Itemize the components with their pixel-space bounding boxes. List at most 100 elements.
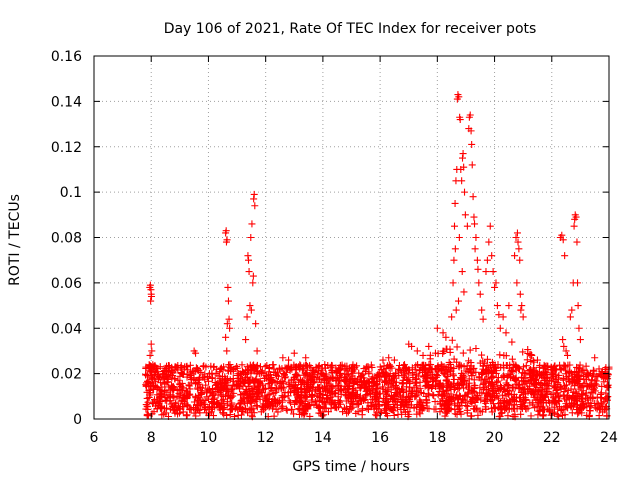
band-point bbox=[197, 383, 205, 391]
band-point bbox=[248, 405, 256, 413]
band-point bbox=[233, 381, 241, 389]
band-point bbox=[442, 365, 450, 373]
band-point bbox=[450, 379, 458, 387]
band-point bbox=[383, 412, 391, 420]
band-point bbox=[186, 372, 194, 380]
band-point bbox=[496, 406, 504, 414]
band-point bbox=[283, 406, 291, 414]
band-point bbox=[226, 411, 234, 419]
band-point bbox=[370, 395, 378, 403]
band-point bbox=[494, 377, 502, 385]
data-point bbox=[290, 349, 298, 357]
x-axis-label: GPS time / hours bbox=[292, 459, 409, 475]
band-point bbox=[153, 383, 161, 391]
band-point bbox=[165, 365, 173, 373]
data-point bbox=[576, 336, 584, 344]
band-point bbox=[236, 375, 244, 383]
data-point bbox=[458, 268, 466, 276]
data-point bbox=[413, 347, 421, 355]
band-point bbox=[219, 384, 227, 392]
band-point bbox=[373, 374, 381, 382]
data-point bbox=[147, 340, 155, 348]
data-point bbox=[466, 111, 474, 119]
band-point bbox=[502, 379, 510, 387]
data-point bbox=[559, 236, 567, 244]
data-point bbox=[564, 351, 572, 359]
band-point bbox=[318, 412, 326, 420]
band-point bbox=[296, 398, 304, 406]
band-point bbox=[467, 359, 475, 367]
band-point bbox=[166, 397, 174, 405]
data-point bbox=[478, 306, 486, 314]
data-point bbox=[499, 313, 507, 321]
band-point bbox=[269, 401, 277, 409]
data-point bbox=[439, 329, 447, 337]
band-point bbox=[446, 348, 454, 356]
band-point bbox=[168, 385, 176, 393]
band-point bbox=[398, 380, 406, 388]
band-point bbox=[297, 376, 305, 384]
band-point bbox=[328, 362, 336, 370]
band-point bbox=[600, 378, 608, 386]
band-point bbox=[202, 381, 210, 389]
band-point bbox=[432, 405, 440, 413]
data-point bbox=[483, 256, 491, 264]
band-point bbox=[296, 406, 304, 414]
band-point bbox=[324, 387, 332, 395]
band-point bbox=[151, 369, 159, 377]
band-point bbox=[441, 371, 449, 379]
band-point bbox=[417, 389, 425, 397]
band-point bbox=[435, 387, 443, 395]
data-point bbox=[252, 320, 260, 328]
band-point bbox=[586, 369, 594, 377]
band-point bbox=[556, 365, 564, 373]
band-point bbox=[538, 396, 546, 404]
band-point bbox=[405, 387, 413, 395]
data-point bbox=[459, 154, 467, 162]
band-point bbox=[392, 371, 400, 379]
band-point bbox=[527, 358, 535, 366]
band-point bbox=[595, 412, 603, 420]
band-point bbox=[531, 389, 539, 397]
band-point bbox=[355, 399, 363, 407]
band-point bbox=[454, 395, 462, 403]
band-point bbox=[247, 366, 255, 374]
data-point bbox=[455, 297, 463, 305]
data-point bbox=[148, 292, 156, 300]
band-point bbox=[290, 376, 298, 384]
band-point bbox=[239, 395, 247, 403]
band-point bbox=[415, 366, 423, 374]
band-point bbox=[476, 359, 484, 367]
band-point bbox=[558, 411, 566, 419]
band-point bbox=[405, 366, 413, 374]
band-point bbox=[315, 390, 323, 398]
band-point bbox=[198, 389, 206, 397]
x-tick-label: 18 bbox=[428, 430, 446, 446]
band-point bbox=[579, 387, 587, 395]
band-point bbox=[494, 374, 502, 382]
data-point bbox=[223, 320, 231, 328]
band-point bbox=[238, 407, 246, 415]
band-point bbox=[529, 401, 537, 409]
band-point bbox=[353, 376, 361, 384]
band-point bbox=[226, 392, 234, 400]
band-point bbox=[440, 369, 448, 377]
band-point bbox=[518, 377, 526, 385]
data-point bbox=[469, 193, 477, 201]
band-point bbox=[323, 395, 331, 403]
band-point bbox=[466, 346, 474, 354]
band-point bbox=[255, 379, 263, 387]
band-point bbox=[517, 410, 525, 418]
band-point bbox=[444, 398, 452, 406]
band-point bbox=[353, 362, 361, 370]
data-point bbox=[516, 290, 524, 298]
band-point bbox=[412, 375, 420, 383]
band-point bbox=[561, 382, 569, 390]
band-point bbox=[178, 379, 186, 387]
band-point bbox=[483, 355, 491, 363]
data-point bbox=[451, 245, 459, 253]
band-point bbox=[541, 381, 549, 389]
data-point bbox=[591, 354, 599, 362]
band-point bbox=[438, 383, 446, 391]
band-point bbox=[287, 406, 295, 414]
